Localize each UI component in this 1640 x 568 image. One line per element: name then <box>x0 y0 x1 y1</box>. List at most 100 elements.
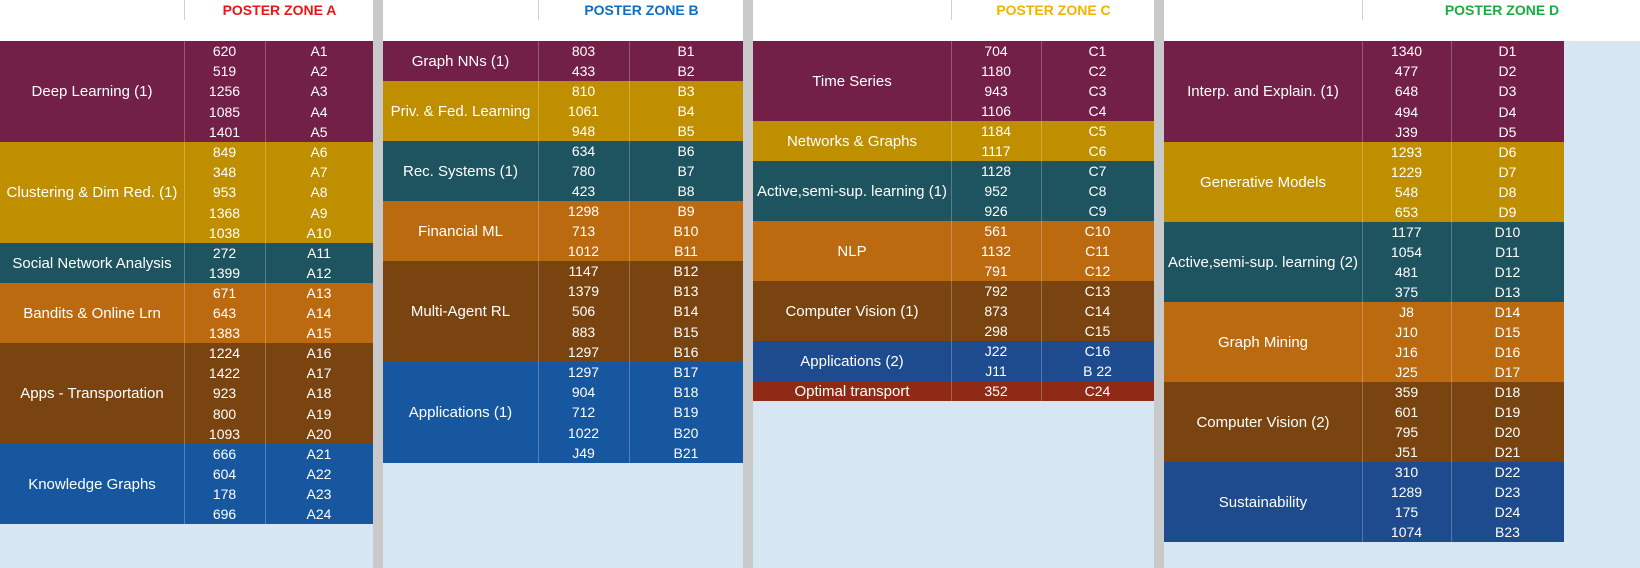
paper-id-cell: 948 <box>571 123 596 139</box>
paper-id-cell: 1147 <box>568 263 599 279</box>
paper-id-cell: 433 <box>571 63 596 79</box>
paper-id-cell: 359 <box>1394 384 1419 400</box>
poster-position-cell: C13 <box>1084 283 1111 299</box>
paper-id-cell: 1368 <box>208 204 241 221</box>
session-name: Priv. & Fed. Learning <box>390 102 531 120</box>
session-name: Graph Mining <box>1217 333 1309 351</box>
zone-separator <box>373 0 383 568</box>
session-name: Applications (1) <box>408 404 513 421</box>
poster-position-cell: B7 <box>677 163 695 179</box>
poster-position-cell: A1 <box>310 43 328 59</box>
poster-position-cell: B19 <box>673 404 699 421</box>
session-name: Active,semi-sup. learning (1) <box>756 182 948 200</box>
session-name: Generative Models <box>1200 173 1326 191</box>
poster-position-cell: C2 <box>1088 63 1107 79</box>
session-block: Multi-Agent RL 1147 B12 1379 B13 506 B14 883 B15… <box>383 261 743 362</box>
paper-id-cell: J51 <box>1395 444 1418 460</box>
paper-id-cell: 1379 <box>567 283 600 300</box>
column-divider <box>629 261 630 362</box>
poster-position-cell: A18 <box>306 385 332 402</box>
column-divider <box>1041 41 1042 121</box>
paper-id-cell: 792 <box>984 283 1008 299</box>
column-divider <box>1041 221 1042 281</box>
paper-id-cell: 791 <box>984 263 1008 279</box>
column-divider <box>265 243 266 283</box>
poster-position-cell: A10 <box>306 224 332 241</box>
poster-position-cell: A23 <box>306 486 332 502</box>
column-divider <box>538 81 539 141</box>
session-block: Interp. and Explain. (1) 1340 D1 477 D2 648 D3… <box>1164 41 1564 142</box>
column-divider <box>1451 302 1452 382</box>
poster-position-cell: A11 <box>307 245 331 261</box>
poster-position-cell: D15 <box>1494 324 1521 340</box>
session-name: Knowledge Graphs <box>28 475 156 493</box>
poster-position-cell: B16 <box>673 343 699 360</box>
paper-id-cell: 298 <box>984 323 1008 339</box>
paper-id-cell: 1106 <box>980 103 1012 119</box>
session-block: NLP 561 C10 1132 C11 791 C12 <box>753 221 1154 281</box>
paper-id-cell: 481 <box>1394 264 1419 280</box>
poster-position-cell: A21 <box>306 446 332 462</box>
zone-title: POSTER ZONE B <box>538 0 744 20</box>
column-divider <box>1451 382 1452 462</box>
poster-position-cell: A22 <box>306 466 332 482</box>
poster-position-cell: A7 <box>310 164 328 181</box>
poster-position-cell: C16 <box>1084 343 1111 359</box>
poster-position-cell: D24 <box>1494 504 1521 520</box>
paper-id-cell: 272 <box>212 245 237 261</box>
column-divider <box>951 221 952 281</box>
poster-position-cell: C5 <box>1088 123 1107 139</box>
paper-id-cell: 648 <box>1394 83 1419 100</box>
poster-position-cell: B 22 <box>1083 363 1112 379</box>
zone-title: POSTER ZONE D <box>1362 0 1640 20</box>
zone-separator <box>743 0 753 568</box>
session-name: Clustering & Dim Red. (1) <box>6 184 178 201</box>
session-name: Applications (2) <box>800 352 904 370</box>
paper-id-cell: 519 <box>212 63 237 80</box>
paper-id-cell: 943 <box>984 83 1008 99</box>
poster-position-cell: D16 <box>1494 344 1521 360</box>
paper-id-cell: 494 <box>1394 103 1419 120</box>
paper-id-cell: 548 <box>1394 184 1419 200</box>
paper-id-cell: 1117 <box>981 143 1011 159</box>
poster-position-cell: C12 <box>1084 263 1111 279</box>
poster-position-cell: C15 <box>1084 323 1111 339</box>
poster-position-cell: A3 <box>310 83 328 100</box>
paper-id-cell: 1256 <box>208 83 241 100</box>
poster-position-cell: C10 <box>1084 223 1111 239</box>
poster-position-cell: D12 <box>1494 264 1521 280</box>
session-block: Priv. & Fed. Learning 810 B3 1061 B4 948 B5 <box>383 81 743 141</box>
zone-title: POSTER ZONE A <box>184 0 374 20</box>
paper-id-cell: 1038 <box>208 224 241 241</box>
column-divider <box>184 343 185 444</box>
paper-id-cell: 904 <box>571 384 596 401</box>
paper-id-cell: 1128 <box>980 163 1012 179</box>
poster-position-cell: B8 <box>677 183 695 199</box>
poster-position-cell: D3 <box>1498 83 1517 100</box>
paper-id-cell: J49 <box>572 444 595 461</box>
poster-position-cell: B4 <box>677 103 695 119</box>
column-divider <box>951 281 952 341</box>
poster-position-cell: D7 <box>1498 164 1517 180</box>
session-name: Financial ML <box>417 222 504 240</box>
column-divider <box>538 201 539 261</box>
column-header-row: SessionPaper idPoster position <box>753 20 1154 58</box>
poster-position-cell: C9 <box>1088 203 1107 219</box>
session-name: NLP <box>837 242 867 260</box>
paper-id-cell: 375 <box>1394 284 1419 300</box>
paper-id-cell: J10 <box>1395 324 1418 340</box>
column-divider <box>265 41 266 142</box>
column-divider <box>184 283 185 343</box>
poster-zone-c: POSTER ZONE CSessionPaper idPoster posit… <box>753 0 1154 568</box>
paper-id-cell: 561 <box>984 223 1008 239</box>
paper-id-cell: 1074 <box>1390 524 1423 540</box>
session-block: Apps - Transportation 1224 A16 1422 A17 923 A1… <box>0 343 373 444</box>
paper-id-cell: 873 <box>984 303 1008 319</box>
paper-id-cell: 1224 <box>208 345 241 361</box>
paper-id-cell: 1054 <box>1390 244 1423 260</box>
poster-position-cell: C4 <box>1088 103 1107 119</box>
paper-id-cell: J16 <box>1395 344 1418 360</box>
column-divider <box>1362 462 1363 542</box>
poster-position-cell: B14 <box>673 303 699 320</box>
column-divider <box>951 381 952 401</box>
